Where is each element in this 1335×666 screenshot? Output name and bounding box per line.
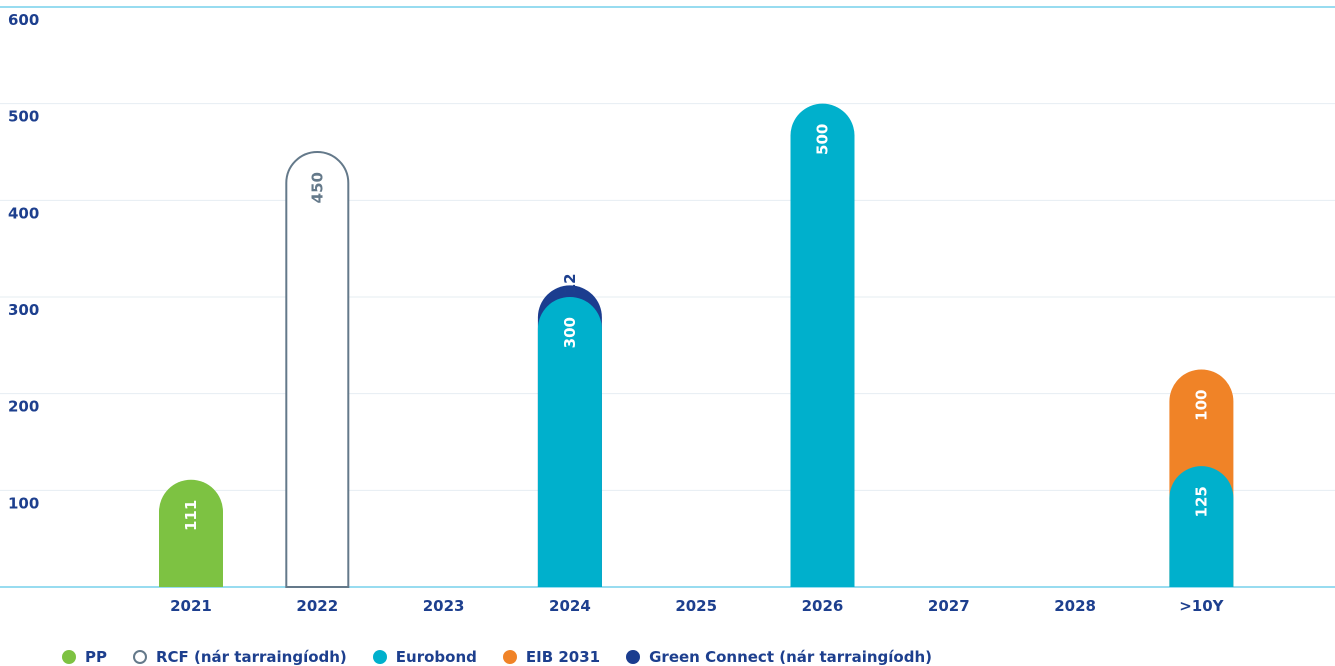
legend-swatch-green-connect — [626, 650, 641, 664]
legend-label-eurobond: Eurobond — [395, 648, 477, 666]
legend-swatch-pp — [62, 650, 76, 664]
chart-legend: PP RCF (nár tarraingíodh) Eurobond EIB 2… — [62, 648, 932, 666]
bar-2022-rcf-n-r-tarraing-odh — [285, 151, 350, 588]
legend-swatch-eurobond — [372, 650, 387, 664]
y-tick-label-600: 600 — [8, 11, 39, 29]
y-tick-label-300: 300 — [8, 301, 39, 319]
legend-item-pp: PP — [62, 648, 107, 666]
x-tick-label-2023: 2023 — [423, 597, 465, 615]
bar-2024-eurobond — [537, 297, 602, 587]
x-tick-label-2025: 2025 — [675, 597, 717, 615]
y-tick-label-400: 400 — [8, 204, 39, 222]
y-tick-label-200: 200 — [8, 398, 39, 416]
x-tick-label-2022: 2022 — [296, 597, 338, 615]
legend-item-eurobond: Eurobond — [372, 648, 477, 666]
legend-item-rcf: RCF (nár tarraingíodh) — [133, 648, 347, 666]
legend-swatch-eib — [502, 650, 517, 664]
bar-2026-eurobond — [790, 103, 855, 587]
legend-label-pp: PP — [85, 648, 107, 666]
x-tick-label-2021: 2021 — [170, 597, 212, 615]
x-tick-label-2026: 2026 — [802, 597, 844, 615]
x-tick-label-2024: 2024 — [549, 597, 591, 615]
data-label-2022-rcf-n-r-tarraing-odh: 450 — [308, 172, 326, 203]
data-label-2024-eurobond: 300 — [561, 317, 579, 348]
y-tick-label-100: 100 — [8, 494, 39, 512]
x-tick-label-2027: 2027 — [928, 597, 970, 615]
bar-2021-pp — [159, 479, 223, 587]
legend-item-eib: EIB 2031 — [502, 648, 601, 666]
legend-label-eib: EIB 2031 — [525, 648, 601, 666]
bar-chart: 100 200 300 400 500 600 2021 2022 2023 2024 2025 20… — [0, 6, 1335, 615]
legend-label-green-connect: Green Connect (nár tarraingíodh) — [649, 648, 932, 666]
data-label-2024-green-connect-n-r-tarraing-odh: 12 — [561, 273, 579, 294]
data-label-10y-eurobond: 125 — [1192, 486, 1210, 517]
x-tick-label-10y: >10Y — [1179, 597, 1224, 615]
legend-label-rcf: RCF (nár tarraingíodh) — [156, 648, 347, 666]
legend-item-green-connect: Green Connect (nár tarraingíodh) — [626, 648, 932, 666]
y-tick-label-500: 500 — [8, 108, 39, 126]
bar-10y-eurobond — [1169, 466, 1234, 587]
x-tick-label-2028: 2028 — [1054, 597, 1096, 615]
data-label-2026-eurobond: 500 — [814, 124, 832, 155]
data-label-10y-eib-2031: 100 — [1192, 390, 1210, 421]
data-label-2021-pp: 111 — [182, 500, 200, 531]
legend-swatch-rcf — [133, 650, 147, 664]
